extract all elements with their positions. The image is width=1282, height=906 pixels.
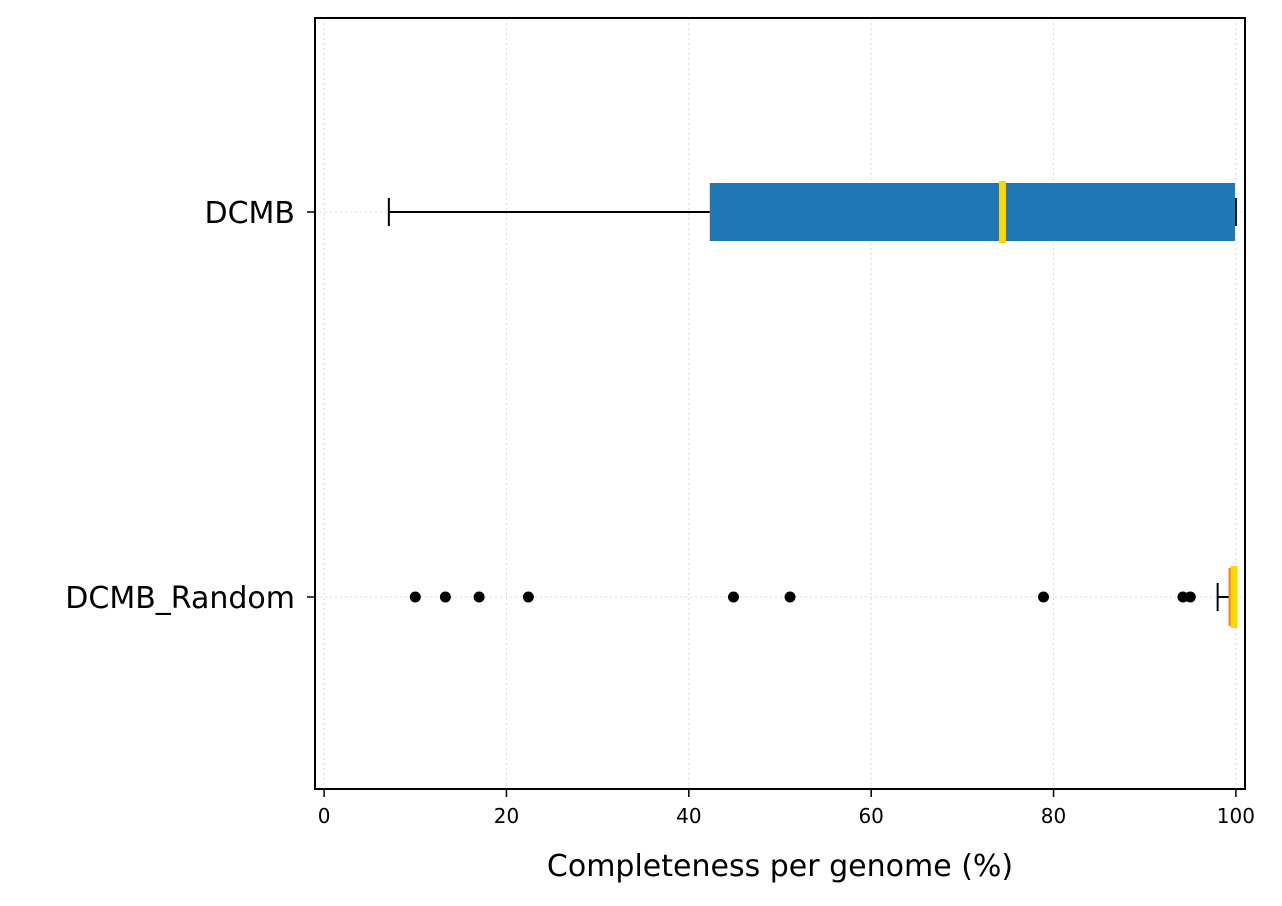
outlier-point: [522, 591, 534, 603]
y-tick-label: DCMB: [204, 196, 295, 231]
box-layer: [387, 181, 1238, 628]
x-axis-title: Completeness per genome (%): [547, 849, 1013, 884]
x-tick-label: 20: [494, 804, 519, 828]
outlier-point: [1184, 591, 1196, 603]
outlier-point: [784, 591, 796, 603]
iqr-box: [709, 183, 1235, 241]
axis-layer: DCMB DCMB_Random 0 20 40 60 80 100: [65, 17, 1255, 828]
outlier-point: [728, 591, 739, 603]
x-tick-label: 80: [1041, 804, 1066, 828]
outlier-point: [473, 591, 485, 603]
grid-layer: [315, 18, 1245, 789]
outlier-point: [409, 591, 421, 603]
plot-frame: [314, 17, 1246, 790]
x-tick-label: 60: [858, 804, 883, 828]
x-tick-label: 40: [676, 804, 701, 828]
y-tick-label: DCMB_Random: [65, 581, 295, 616]
outlier-point: [439, 591, 451, 603]
outlier-point: [1038, 591, 1049, 603]
box-DCMB: [387, 181, 1237, 243]
x-tick-label: 100: [1217, 804, 1255, 828]
x-tick-label: 0: [318, 804, 331, 828]
box-DCMB_Random: [409, 566, 1238, 628]
